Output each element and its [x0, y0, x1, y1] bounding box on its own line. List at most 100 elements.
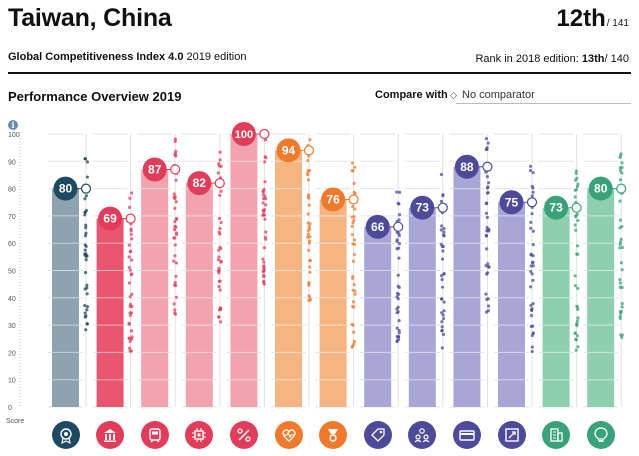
bar: [141, 169, 169, 407]
distribution-dot: [575, 319, 580, 323]
distribution-dot: [127, 205, 132, 209]
distribution-dot: [575, 334, 579, 338]
rank-value: 12th: [556, 5, 606, 32]
institutions-icon[interactable]: [51, 421, 80, 449]
distribution-dot: [397, 328, 401, 333]
distribution-dot: [574, 188, 579, 192]
distribution-dot: [127, 336, 131, 340]
distribution-dot: [351, 300, 356, 304]
compare-diamond-icon: ◇: [450, 90, 457, 100]
distribution-dot: [528, 285, 533, 289]
comparator-select[interactable]: No comparator: [456, 86, 631, 104]
financial-system-icon[interactable]: [408, 421, 437, 449]
distribution-dot: [484, 137, 489, 141]
distribution-dot: [352, 339, 357, 344]
distribution-dot: [619, 261, 623, 265]
product-market-icon[interactable]: [319, 421, 348, 449]
distribution-dot: [173, 139, 177, 144]
distribution-dot: [264, 203, 268, 207]
distribution-dot: [573, 331, 577, 335]
distribution-dot: [216, 258, 220, 262]
value-label: 76: [326, 193, 340, 207]
score-marker: [214, 178, 225, 189]
distribution-dot: [85, 175, 90, 179]
distribution-dot: [172, 192, 176, 196]
distribution-dot: [173, 280, 177, 285]
business-dynamism-icon[interactable]: [497, 421, 526, 449]
overall-rank: 12th/ 141: [556, 5, 629, 33]
distribution-dot: [307, 248, 311, 252]
health-icon[interactable]: [229, 421, 258, 449]
edition: 2019 edition: [186, 51, 247, 63]
distribution-dot: [575, 322, 579, 326]
distribution-dot: [218, 320, 223, 324]
index-name: Global Competitiveness Index 4.0: [8, 51, 184, 63]
distribution-dot: [307, 241, 311, 245]
bar: [185, 183, 213, 407]
distribution-dot: [618, 218, 623, 222]
ict-adoption-icon[interactable]: [140, 421, 169, 449]
distribution-dot: [307, 203, 311, 207]
infrastructure-icon[interactable]: [96, 421, 125, 449]
distribution-dot: [440, 244, 444, 248]
distribution-dot: [174, 283, 178, 288]
innovation-capability-icon[interactable]: [542, 421, 571, 449]
distribution-dot: [175, 216, 179, 221]
distribution-dot: [85, 160, 90, 164]
value-circle: [231, 122, 256, 146]
value-label: 73: [416, 201, 430, 215]
distribution-dot: [218, 193, 222, 197]
y-tick-label: 40: [8, 296, 16, 303]
macroeconomic-stability-icon[interactable]: [185, 421, 214, 449]
distribution-dot: [485, 215, 489, 219]
prev-rank-value: 13th: [581, 53, 605, 65]
labour-market-icon[interactable]: [363, 421, 392, 449]
distribution-dot: [529, 303, 533, 307]
distribution-dot: [129, 227, 133, 231]
distribution-dot: [217, 255, 221, 259]
distribution-dot: [397, 285, 401, 290]
distribution-dot: [575, 252, 579, 256]
index-edition: Global Competitiveness Index 4.0 2019 ed…: [8, 51, 246, 63]
innovation-bulb-icon[interactable]: [586, 421, 615, 449]
distribution-dot: [442, 230, 446, 234]
distribution-dot: [530, 194, 534, 198]
distribution-dot: [306, 212, 310, 216]
distribution-dot: [174, 261, 179, 265]
info-icon[interactable]: i: [8, 120, 18, 130]
distribution-dot: [618, 314, 622, 319]
distribution-dot: [485, 297, 489, 301]
distribution-dot: [85, 286, 89, 290]
y-tick-label: 0: [8, 405, 12, 412]
distribution-dot: [397, 292, 401, 296]
distribution-dot: [351, 259, 356, 263]
distribution-dot: [440, 325, 444, 329]
distribution-dot: [441, 317, 446, 321]
distribution-dot: [529, 269, 533, 274]
distribution-dot: [440, 297, 444, 301]
distribution-dot: [350, 169, 354, 173]
distribution-dot: [528, 168, 533, 173]
bar: [498, 202, 525, 407]
distribution-dot: [352, 190, 356, 194]
distribution-dot: [620, 245, 624, 250]
distribution-dot: [83, 270, 88, 275]
y-tick-label: 70: [8, 214, 16, 221]
skills-icon[interactable]: [274, 421, 303, 449]
distribution-dot: [618, 199, 622, 203]
distribution-dot: [573, 284, 577, 288]
distribution-dot: [262, 280, 266, 284]
distribution-dot: [217, 315, 221, 319]
distribution-dot: [353, 165, 357, 169]
distribution-dot: [218, 226, 222, 231]
distribution-dot: [352, 218, 356, 222]
market-size-icon[interactable]: [452, 421, 481, 449]
distribution-dot: [529, 253, 533, 257]
y-tick-label: 80: [8, 187, 16, 194]
y-tick-label: 10: [8, 378, 16, 385]
distribution-dot: [261, 257, 265, 261]
distribution-dot: [576, 345, 580, 349]
distribution-dot: [351, 288, 355, 292]
distribution-dot: [531, 260, 535, 264]
value-label: 100: [235, 129, 253, 141]
